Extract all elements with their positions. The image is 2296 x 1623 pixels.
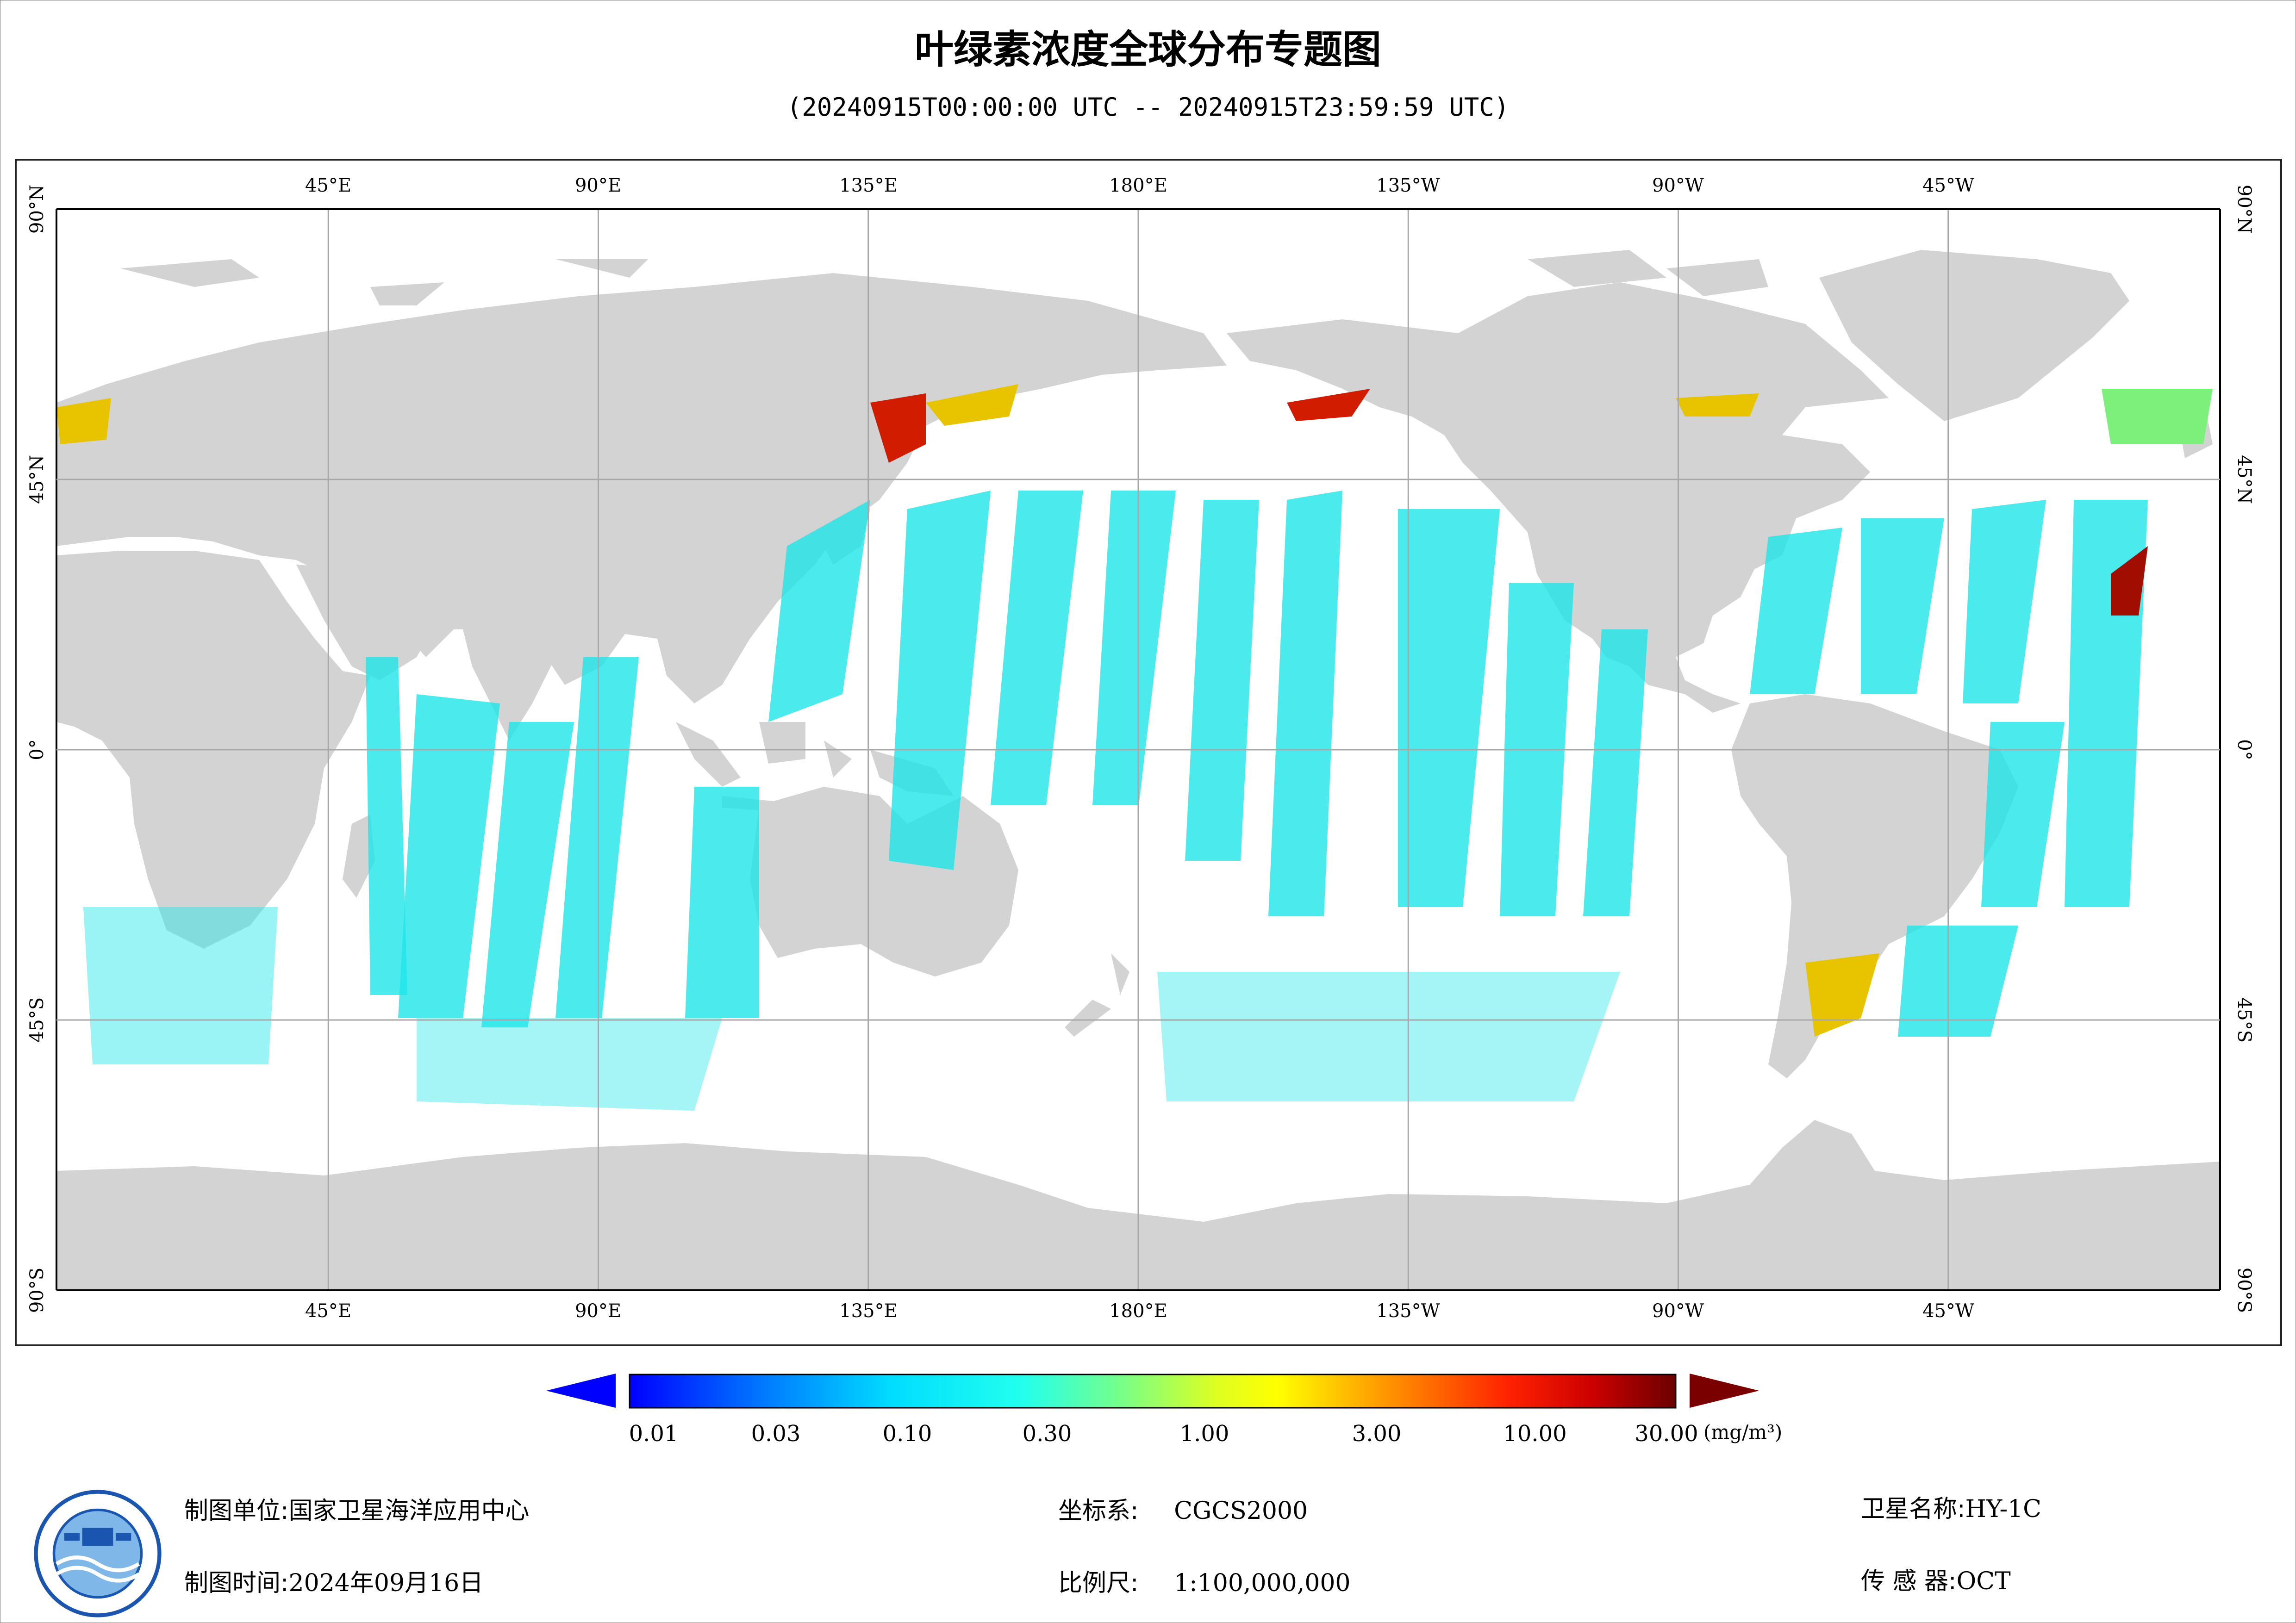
lon-label-bottom: 180°E — [1109, 1300, 1167, 1322]
lat-label-left: 45°S — [26, 997, 48, 1043]
colorbar-gradient — [629, 1374, 1677, 1409]
land-new-zealand — [1065, 953, 1129, 1037]
land-south-america — [1731, 694, 2018, 1078]
footer-satellite-value: HY-1C — [1965, 1495, 2041, 1523]
lon-label-top: 90°W — [1652, 175, 1704, 196]
chlorophyll-swaths — [83, 491, 2148, 1111]
lat-label-left: 0° — [26, 739, 48, 760]
footer-date-value: 2024年09月16日 — [288, 1569, 484, 1597]
lat-label-left: 45°N — [26, 455, 48, 504]
footer-crs-label: 坐标系: — [1058, 1497, 1139, 1525]
footer-sensor: 传 感 器:OCT — [1861, 1561, 2011, 1596]
legend-tick-label: 30.00 — [1635, 1421, 1698, 1447]
graticule — [56, 208, 2221, 1291]
footer-crs: 坐标系: CGCS2000 — [1058, 1491, 1308, 1526]
footer-producer-value: 国家卫星海洋应用中心 — [288, 1497, 530, 1525]
footer-date-label: 制图时间: — [184, 1569, 289, 1597]
land-eurasia — [56, 273, 1227, 703]
footer-sensor-value: OCT — [1956, 1567, 2011, 1595]
lon-label-bottom: 135°W — [1376, 1300, 1440, 1322]
legend-unit: (mg/m³) — [1703, 1421, 1783, 1443]
land-india — [463, 629, 555, 740]
land-antarctica — [56, 1120, 2220, 1290]
lon-label-bottom: 135°E — [839, 1300, 898, 1322]
lat-label-right: 90°N — [2234, 185, 2255, 234]
high-chlorophyll-spots — [56, 384, 2213, 1037]
map-title: 叶绿素浓度全球分布专题图 — [914, 27, 1381, 72]
land-australia — [750, 787, 1018, 976]
lat-label-right: 45°N — [2234, 455, 2255, 504]
lon-label-bottom: 45°E — [305, 1300, 352, 1322]
legend-tick-label: 0.30 — [1022, 1421, 1072, 1447]
lat-label-right: 90°S — [2234, 1267, 2255, 1313]
lon-label-top: 180°E — [1109, 175, 1167, 196]
legend-tick-label: 3.00 — [1352, 1421, 1402, 1447]
footer-date: 制图时间:2024年09月16日 — [184, 1563, 483, 1598]
footer-satellite: 卫星名称:HY-1C — [1861, 1489, 2041, 1524]
lon-label-bottom: 45°W — [1922, 1300, 1975, 1322]
footer-producer-label: 制图单位: — [184, 1497, 289, 1525]
colorbar-under-arrow — [546, 1374, 616, 1408]
map-time-range: (20240915T00:00:00 UTC -- 20240915T23:59… — [786, 93, 1510, 122]
lat-label-left: 90°N — [26, 185, 48, 234]
legend-tick-label: 0.10 — [882, 1421, 932, 1447]
footer-scale: 比例尺: 1:100,000,000 — [1058, 1563, 1350, 1598]
land-arctic-islands — [120, 250, 1768, 305]
lon-label-top: 135°E — [839, 175, 898, 196]
footer-crs-value: CGCS2000 — [1174, 1497, 1308, 1525]
colorbar-over-arrow — [1690, 1374, 1759, 1408]
lon-label-bottom: 90°W — [1652, 1300, 1704, 1322]
land-greenland — [1819, 250, 2129, 421]
lon-label-bottom: 90°E — [574, 1300, 622, 1322]
footer-scale-value: 1:100,000,000 — [1174, 1569, 1351, 1597]
land-north-america — [1227, 282, 1889, 713]
legend-tick-label: 0.01 — [629, 1421, 679, 1447]
legend-tick-label: 0.03 — [751, 1421, 801, 1447]
footer-satellite-label: 卫星名称: — [1861, 1495, 1965, 1523]
lat-label-left: 90°S — [26, 1267, 48, 1313]
lon-label-top: 90°E — [574, 175, 622, 196]
lon-label-top: 45°E — [305, 175, 352, 196]
land-madagascar — [343, 815, 375, 898]
nsoas-emblem-icon — [34, 1490, 162, 1617]
legend-tick-label: 1.00 — [1179, 1421, 1229, 1447]
lat-label-right: 0° — [2234, 739, 2255, 760]
chlorophyll-colorbar — [546, 1374, 1759, 1409]
footer-scale-label: 比例尺: — [1058, 1569, 1139, 1597]
footer-producer: 制图单位:国家卫星海洋应用中心 — [184, 1491, 530, 1526]
land-arabia — [296, 565, 435, 680]
lat-label-right: 45°S — [2234, 997, 2255, 1043]
legend-tick-label: 10.00 — [1503, 1421, 1567, 1447]
lon-label-top: 135°W — [1376, 175, 1440, 196]
footer-sensor-label: 传 感 器: — [1861, 1567, 1957, 1595]
lon-label-top: 45°W — [1922, 175, 1975, 196]
